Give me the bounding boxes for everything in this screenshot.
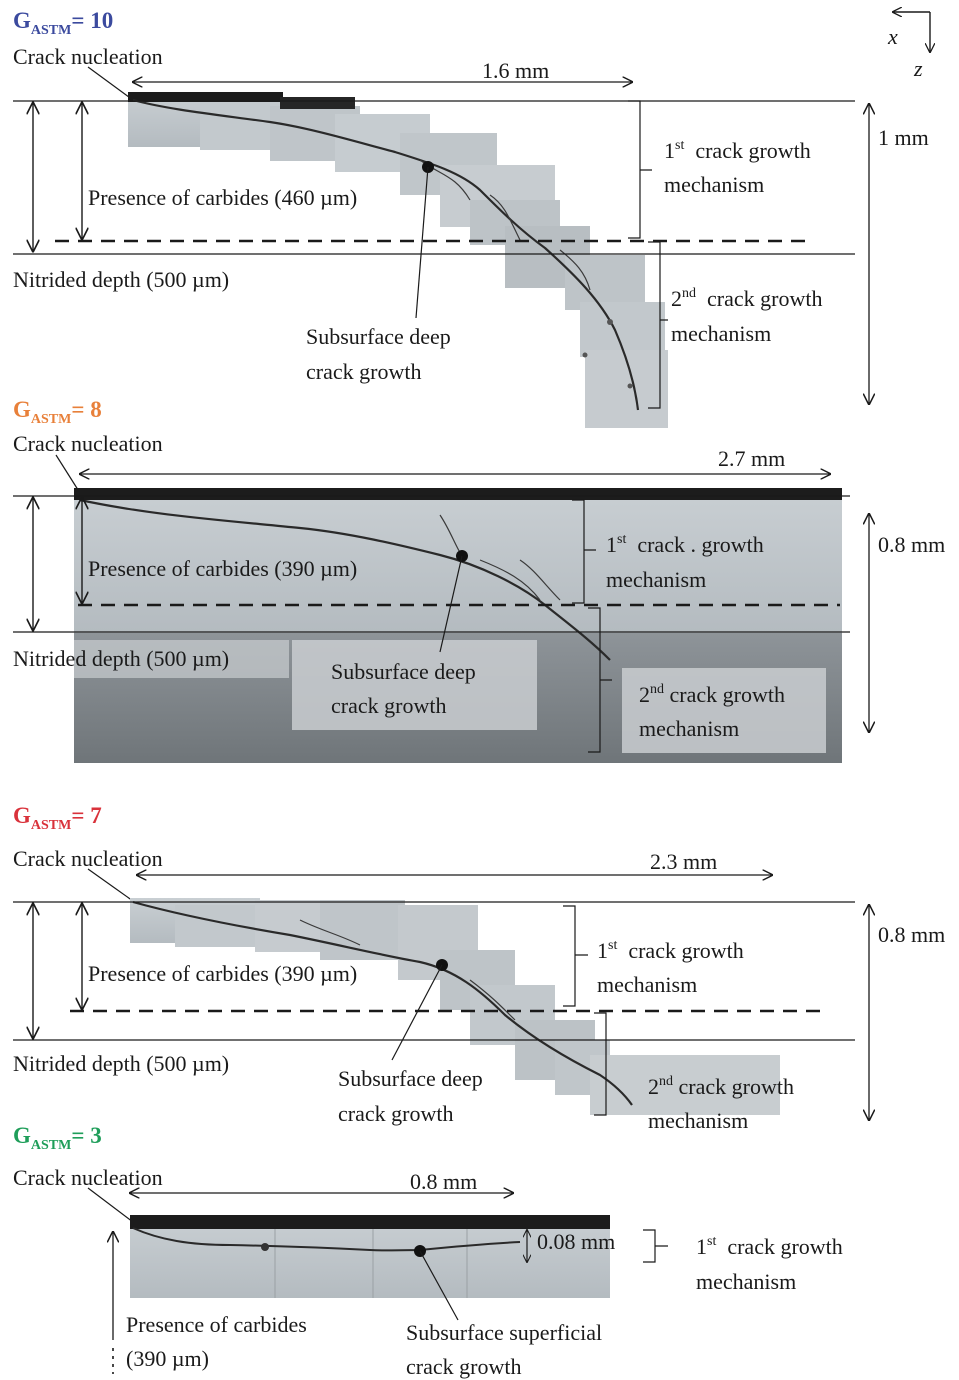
mechanism-1-label-line1: 1st crack growth [664, 138, 811, 163]
mechanism-1-label-line2: mechanism [664, 172, 764, 197]
mechanism-2-label-line1: 2nd crack growth [648, 1074, 794, 1099]
small-depth-label: 0.08 mm [537, 1229, 615, 1254]
crack-length-label: 1.6 mm [482, 58, 549, 83]
crack-nucleation-label: Crack nucleation [13, 846, 163, 871]
carbides-label-line2: (390 µm) [126, 1346, 209, 1371]
nitrided-depth-label: Nitrided depth (500 µm) [13, 267, 229, 292]
crack-nucleation-label: Crack nucleation [13, 1165, 163, 1190]
subsurface-label-line1: Subsurface superficial [406, 1320, 602, 1345]
x-axis-symbol: x⃗ [887, 24, 915, 49]
mechanism-1-label-line1: 1st crack growth [696, 1234, 843, 1259]
mechanism-1-label-line2: mechanism [606, 567, 706, 592]
axes-glyph: x⃗ z⃗ [887, 12, 940, 81]
panel-gastm-10: GASTM= 10 Crack nucleation [13, 8, 929, 428]
panel-title: GASTM= 10 [13, 8, 113, 38]
crack-nucleation-label: Crack nucleation [13, 44, 163, 69]
crack-nucleation-label: Crack nucleation [13, 431, 163, 456]
crack-length-label: 2.7 mm [718, 446, 785, 471]
mechanism-1-label-line1: 1st crack growth [597, 938, 744, 963]
subsurface-label-line2: crack growth [406, 1354, 521, 1379]
carbides-label-line1: Presence of carbides [126, 1312, 307, 1337]
mechanism-2-label-line2: mechanism [639, 716, 739, 741]
depth-label: 1 mm [878, 125, 929, 150]
subsurface-label-line2: crack growth [338, 1101, 453, 1126]
nitrided-depth-label: Nitrided depth (500 µm) [13, 646, 229, 671]
micrograph-mosaic [128, 92, 668, 428]
subsurface-label-line2: crack growth [331, 693, 446, 718]
panel-gastm-7: GASTM= 7 Crack nucleation 2.3 mm Presenc… [13, 803, 945, 1133]
mechanism-1-label-line2: mechanism [696, 1269, 796, 1294]
depth-label: 0.8 mm [878, 922, 945, 947]
z-axis-symbol: z⃗ [913, 56, 940, 81]
mechanism-1-label-line1: 1st crack . growth [606, 532, 764, 557]
nitrided-depth-label: Nitrided depth (500 µm) [13, 1051, 229, 1076]
depth-label: 0.8 mm [878, 532, 945, 557]
panel-gastm-8: GASTM= 8 Crack nucleation 2.7 mm Presenc… [13, 397, 945, 763]
subsurface-label-line2: crack growth [306, 359, 421, 384]
mechanism-2-label-line1: 2nd crack growth [639, 682, 785, 707]
crack-length-label: 2.3 mm [650, 849, 717, 874]
panel-title: GASTM= 3 [13, 1123, 102, 1153]
micrograph-mosaic [130, 1215, 610, 1298]
micrograph-mosaic [74, 488, 842, 763]
panel-title: GASTM= 8 [13, 397, 102, 427]
panel-title: GASTM= 7 [13, 803, 102, 833]
panel-gastm-3: GASTM= 3 Crack nucleation 0.8 mm 0.08 mm… [13, 1123, 843, 1379]
subsurface-label-line1: Subsurface deep [306, 324, 451, 349]
subsurface-label-line1: Subsurface deep [338, 1066, 483, 1091]
mechanism-2-label-line2: mechanism [648, 1108, 748, 1133]
mechanism-2-label-line2: mechanism [671, 321, 771, 346]
carbides-label: Presence of carbides (390 µm) [88, 961, 357, 986]
subsurface-label-line1: Subsurface deep [331, 659, 476, 684]
crack-length-label: 0.8 mm [410, 1169, 477, 1194]
micrograph-mosaic [130, 898, 780, 1115]
carbides-label: Presence of carbides (390 µm) [88, 556, 357, 581]
mechanism-2-label-line1: 2nd crack growth [671, 286, 822, 311]
carbides-label: Presence of carbides (460 µm) [88, 185, 357, 210]
mechanism-1-label-line2: mechanism [597, 972, 697, 997]
